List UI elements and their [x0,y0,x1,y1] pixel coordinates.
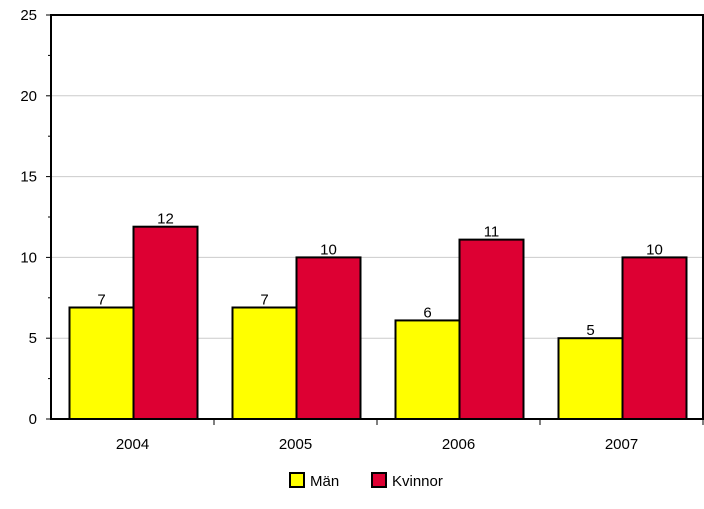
bar-kvinnor-2004 [132,225,199,420]
data-label: 10 [646,241,663,258]
legend-swatch-kvinnor [371,472,387,488]
data-label: 7 [260,291,268,308]
y-tick-label: 20 [20,88,37,105]
data-label: 10 [320,241,337,258]
plot-frame [50,14,704,420]
x-tick-label: 2004 [116,436,149,453]
y-tick-label: 25 [20,7,37,24]
data-label: 5 [586,322,594,339]
x-axis: 2004 2005 2006 2007 [116,419,704,453]
legend-label-män: Män [310,473,339,490]
data-label: 12 [157,211,174,228]
bar-kvinnor-2006 [458,238,525,420]
legend-swatch-män [289,472,305,488]
y-tick-label: 0 [29,411,37,428]
data-label: 7 [97,291,105,308]
data-label: 6 [423,304,431,321]
x-tick-label: 2006 [442,436,475,453]
data-labels: 7 12 7 10 6 11 5 10 [97,211,663,340]
legend: Män Kvinnor [289,472,443,490]
x-tick-label: 2005 [279,436,312,453]
x-tick-label: 2007 [605,436,638,453]
y-tick-label: 15 [20,169,37,186]
bar-män-2006 [394,319,461,421]
bar-kvinnor-2005 [295,256,362,420]
y-tick-label: 5 [29,330,37,347]
bar-kvinnor-2007 [621,256,688,420]
y-tick-label: 10 [20,249,37,266]
bar-män-2005 [231,306,298,420]
bars [68,225,688,421]
legend-label-kvinnor: Kvinnor [392,473,443,490]
bar-män-2007 [557,337,624,421]
data-label: 11 [484,224,500,241]
y-axis: 0 5 10 15 20 25 [20,7,51,428]
bar-män-2004 [68,306,135,420]
